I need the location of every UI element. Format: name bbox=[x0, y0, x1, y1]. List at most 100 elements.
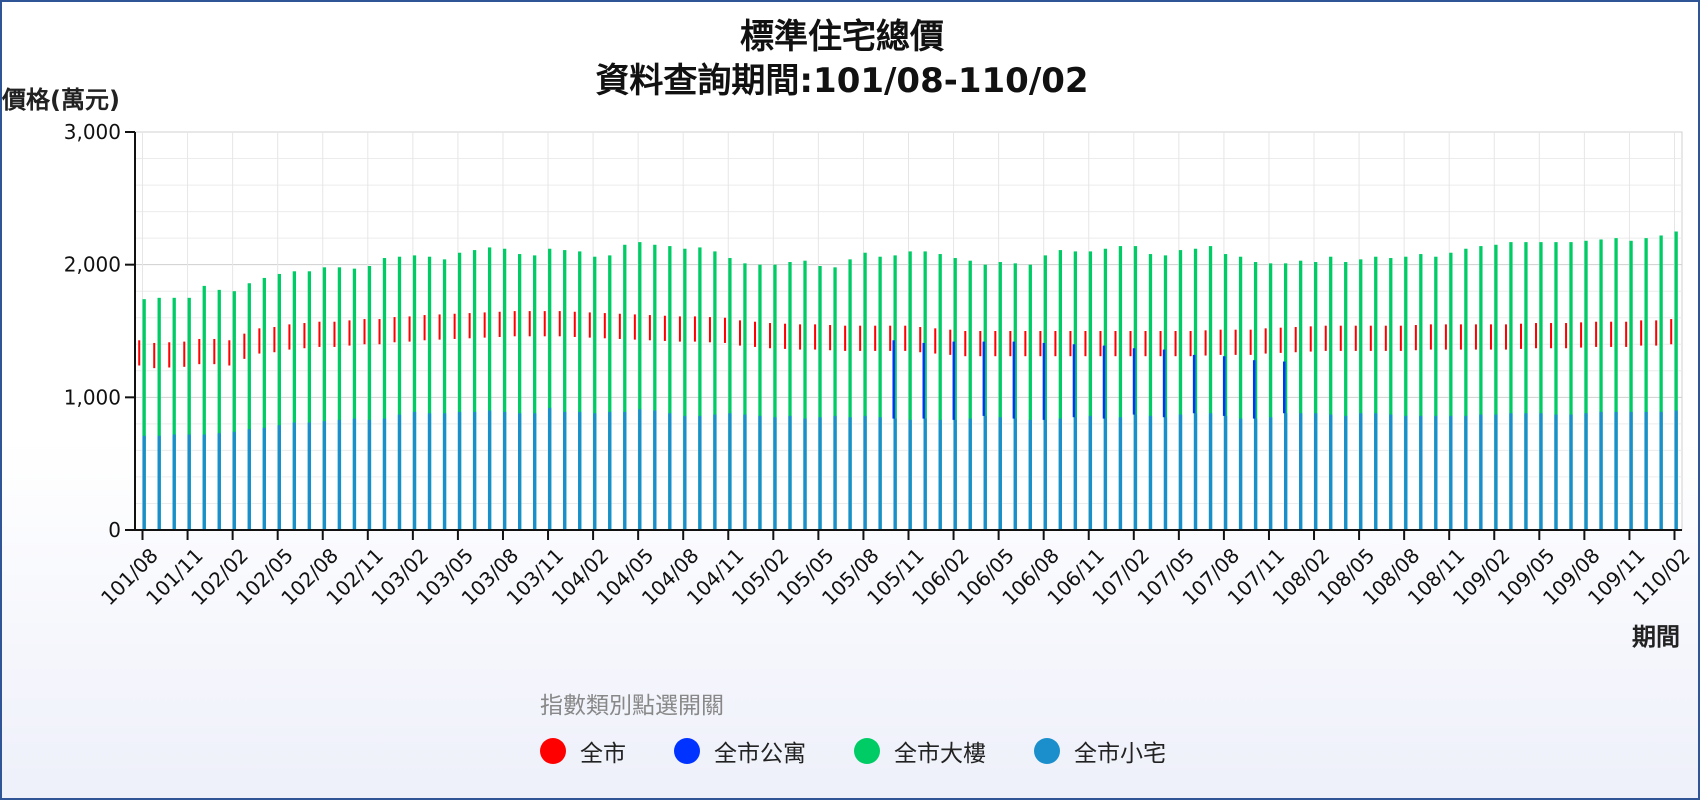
bar-citywide[interactable] bbox=[889, 325, 892, 351]
bar-building[interactable] bbox=[502, 248, 507, 530]
bar-small-unit[interactable] bbox=[1163, 417, 1168, 530]
bar-building[interactable] bbox=[1554, 242, 1558, 530]
bar-building[interactable] bbox=[638, 242, 642, 530]
bar-citywide[interactable] bbox=[1670, 319, 1673, 345]
bar-small-unit[interactable] bbox=[623, 411, 627, 530]
bar-citywide[interactable] bbox=[1294, 327, 1297, 353]
bar-small-unit[interactable] bbox=[893, 418, 897, 530]
bar-small-unit[interactable] bbox=[457, 411, 462, 530]
bar-citywide[interactable] bbox=[633, 314, 636, 340]
bar-citywide[interactable] bbox=[1339, 325, 1342, 351]
bar-building[interactable] bbox=[623, 244, 627, 530]
bar-small-unit[interactable] bbox=[1389, 414, 1393, 530]
bar-small-unit[interactable] bbox=[1103, 418, 1108, 530]
bar-building[interactable] bbox=[367, 265, 372, 530]
bar-small-unit[interactable] bbox=[1073, 417, 1078, 530]
bar-citywide[interactable] bbox=[1024, 331, 1027, 357]
bar-building[interactable] bbox=[1359, 259, 1363, 530]
bar-citywide[interactable] bbox=[979, 331, 982, 357]
bar-small-unit[interactable] bbox=[1133, 414, 1138, 530]
bar-small-unit[interactable] bbox=[262, 427, 266, 530]
bar-building[interactable] bbox=[1253, 262, 1258, 530]
legend-item-building[interactable]: 全市大樓 bbox=[854, 734, 986, 768]
bar-building[interactable] bbox=[232, 291, 236, 530]
bar-small-unit[interactable] bbox=[247, 429, 251, 530]
bar-citywide[interactable] bbox=[919, 327, 922, 353]
bar-citywide[interactable] bbox=[573, 311, 576, 337]
bar-building[interactable] bbox=[788, 262, 792, 530]
bar-building[interactable] bbox=[1674, 231, 1678, 531]
bar-building[interactable] bbox=[247, 283, 251, 530]
bar-citywide[interactable] bbox=[528, 311, 531, 337]
bar-small-unit[interactable] bbox=[743, 414, 747, 530]
bar-citywide[interactable] bbox=[994, 331, 997, 357]
bar-small-unit[interactable] bbox=[683, 415, 687, 530]
bar-small-unit[interactable] bbox=[863, 415, 867, 530]
bar-building[interactable] bbox=[1509, 242, 1513, 530]
bar-small-unit[interactable] bbox=[352, 418, 357, 530]
bar-citywide[interactable] bbox=[1489, 324, 1492, 350]
bar-building[interactable] bbox=[292, 271, 297, 530]
bar-citywide[interactable] bbox=[1069, 331, 1072, 357]
bar-citywide[interactable] bbox=[138, 340, 141, 366]
bar-building[interactable] bbox=[1659, 235, 1663, 531]
bar-citywide[interactable] bbox=[1625, 321, 1628, 347]
bar-citywide[interactable] bbox=[1384, 325, 1387, 351]
bar-building[interactable] bbox=[938, 254, 942, 530]
legend-item-apartment[interactable]: 全市公寓 bbox=[674, 734, 806, 768]
bar-building[interactable] bbox=[352, 268, 357, 530]
bar-building[interactable] bbox=[833, 267, 837, 530]
bar-apartment[interactable] bbox=[892, 340, 895, 419]
bar-building[interactable] bbox=[1193, 248, 1198, 530]
bar-building[interactable] bbox=[683, 248, 687, 530]
bar-small-unit[interactable] bbox=[397, 414, 402, 530]
bar-building[interactable] bbox=[608, 255, 612, 530]
bar-building[interactable] bbox=[1419, 254, 1423, 530]
bar-citywide[interactable] bbox=[1354, 325, 1357, 351]
bar-building[interactable] bbox=[382, 258, 387, 530]
bar-citywide[interactable] bbox=[273, 327, 276, 353]
bar-building[interactable] bbox=[1494, 244, 1498, 530]
bar-citywide[interactable] bbox=[708, 317, 711, 343]
bar-citywide[interactable] bbox=[874, 325, 877, 351]
bar-citywide[interactable] bbox=[408, 316, 411, 342]
bar-small-unit[interactable] bbox=[1088, 415, 1093, 530]
bar-small-unit[interactable] bbox=[938, 419, 942, 530]
bar-building[interactable] bbox=[728, 258, 732, 530]
bar-small-unit[interactable] bbox=[382, 418, 387, 530]
bar-citywide[interactable] bbox=[303, 323, 306, 349]
bar-small-unit[interactable] bbox=[1193, 413, 1198, 530]
bar-citywide[interactable] bbox=[288, 324, 291, 350]
bar-building[interactable] bbox=[1118, 246, 1123, 531]
bar-small-unit[interactable] bbox=[953, 419, 957, 530]
bar-citywide[interactable] bbox=[453, 313, 456, 339]
bar-small-unit[interactable] bbox=[1494, 414, 1498, 530]
bar-small-unit[interactable] bbox=[563, 411, 567, 530]
bar-small-unit[interactable] bbox=[593, 413, 597, 530]
bar-small-unit[interactable] bbox=[923, 418, 927, 530]
bar-small-unit[interactable] bbox=[1464, 415, 1468, 530]
bar-small-unit[interactable] bbox=[187, 434, 191, 530]
bar-small-unit[interactable] bbox=[1314, 413, 1318, 530]
bar-small-unit[interactable] bbox=[367, 419, 372, 530]
bar-building[interactable] bbox=[1329, 256, 1333, 530]
bar-small-unit[interactable] bbox=[517, 413, 522, 530]
bar-citywide[interactable] bbox=[934, 328, 937, 354]
bar-small-unit[interactable] bbox=[1359, 413, 1363, 530]
bar-citywide[interactable] bbox=[949, 329, 952, 355]
bar-small-unit[interactable] bbox=[983, 415, 987, 530]
bar-small-unit[interactable] bbox=[1344, 415, 1348, 530]
bar-apartment[interactable] bbox=[982, 341, 986, 416]
bar-small-unit[interactable] bbox=[427, 413, 432, 530]
bar-citywide[interactable] bbox=[378, 319, 381, 345]
bar-small-unit[interactable] bbox=[1058, 418, 1062, 530]
bar-building[interactable] bbox=[893, 255, 897, 530]
bar-citywide[interactable] bbox=[183, 341, 186, 367]
bar-citywide[interactable] bbox=[198, 338, 201, 365]
bar-citywide[interactable] bbox=[603, 313, 606, 339]
bar-building[interactable] bbox=[668, 246, 672, 531]
bar-citywide[interactable] bbox=[904, 325, 907, 351]
bar-building[interactable] bbox=[1539, 242, 1543, 530]
bar-building[interactable] bbox=[142, 299, 146, 530]
bar-building[interactable] bbox=[217, 289, 221, 530]
